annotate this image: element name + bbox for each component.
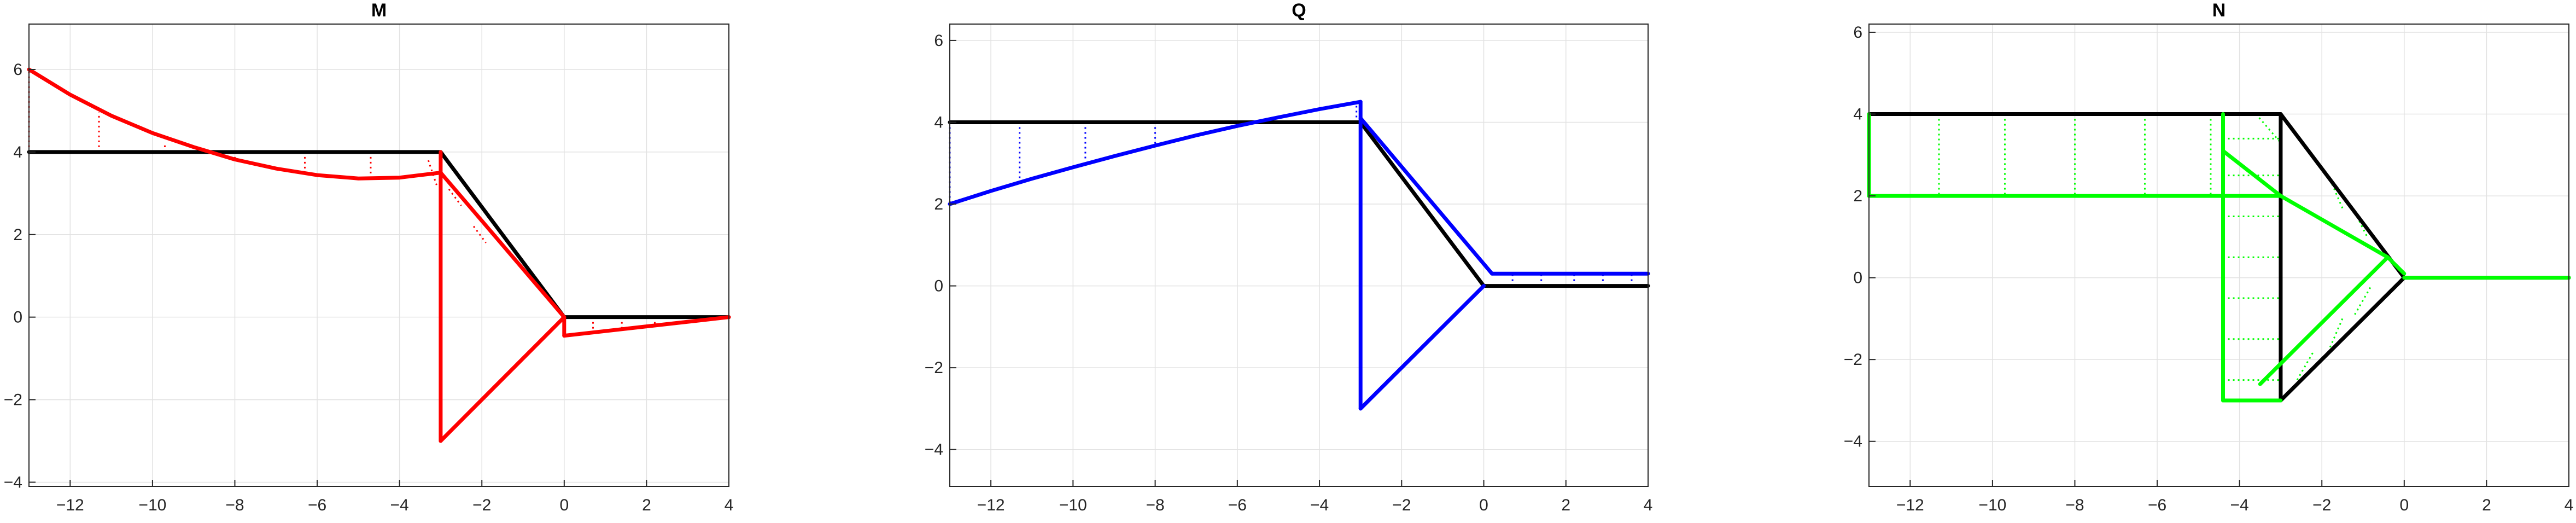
n-x-tick-label-3: −6 — [2148, 496, 2166, 514]
n-diagram-line-4 — [2221, 149, 2283, 198]
q-x-tick-label-7: 2 — [1561, 496, 1570, 514]
n-axes-box — [1868, 24, 2569, 487]
q-chart-title: Q — [1292, 0, 1306, 21]
q-y-tick-label-5: 6 — [934, 32, 943, 50]
m-y-tick-label-3: 2 — [13, 226, 22, 244]
n-chart-title: N — [2212, 0, 2226, 21]
q-x-tick-label-2: −8 — [1146, 496, 1164, 514]
m-x-tick-label-2: −8 — [225, 496, 244, 514]
chart-q: −12 −10 −8 −6 −4 −2 0 2 4 −4 −2 0 2 4 6 Q — [925, 0, 1653, 514]
n-x-tick-label-4: −4 — [2230, 496, 2249, 514]
q-diagram-line-5 — [1358, 284, 1486, 411]
q-x-tick-label-0: −12 — [977, 496, 1005, 514]
n-x-tick-label-1: −10 — [1978, 496, 2006, 514]
n-structure-member-1 — [2279, 112, 2406, 280]
n-x-tick-label-6: 0 — [2399, 496, 2409, 514]
n-y-tick-label-3: 2 — [1853, 187, 1862, 205]
q-y-tick-label-4: 4 — [934, 113, 943, 131]
q-x-tick-label-6: 0 — [1479, 496, 1488, 514]
m-y-tick-label-0: −4 — [4, 473, 22, 491]
q-y-tick-label-3: 2 — [934, 195, 943, 213]
n-hatch-line-12 — [2255, 113, 2282, 143]
n-y-tick-label-4: 4 — [1853, 106, 1862, 124]
m-y-tick-label-1: −2 — [4, 391, 22, 409]
n-hatch-line-16 — [2296, 351, 2315, 381]
m-x-tick-label-4: −4 — [390, 496, 409, 514]
q-diagram-line-2 — [1358, 116, 1494, 276]
q-x-tick-label-8: 4 — [1644, 496, 1653, 514]
q-y-tick-label-0: −4 — [925, 441, 943, 459]
n-diagram-line-7 — [2386, 255, 2406, 276]
n-x-tick-label-7: 2 — [2482, 496, 2491, 514]
m-x-tick-label-0: −12 — [56, 496, 84, 514]
q-x-tick-label-3: −6 — [1228, 496, 1247, 514]
m-axes-box — [28, 24, 729, 487]
q-diagram-line-0 — [948, 100, 1363, 206]
q-x-tick-label-1: −10 — [1059, 496, 1087, 514]
n-structure-member-4 — [2279, 276, 2406, 403]
m-diagram-line-4 — [562, 315, 731, 338]
q-axes-box — [949, 24, 1649, 487]
m-y-tick-label-2: 0 — [13, 309, 22, 327]
n-x-tick-label-0: −12 — [1896, 496, 1924, 514]
n-hatch-line-17 — [2329, 318, 2344, 348]
m-diagram-line-3 — [439, 315, 566, 443]
chart-m: −12 −10 −8 −6 −4 −2 0 2 4 −4 −2 0 2 4 6 M — [4, 0, 734, 514]
m-structure-member-1 — [439, 150, 566, 319]
m-x-tick-label-6: 0 — [559, 496, 569, 514]
n-y-tick-label-2: 0 — [1853, 269, 1862, 287]
m-diagram-line-1 — [439, 171, 566, 319]
m-x-tick-label-1: −10 — [138, 496, 166, 514]
q-x-tick-label-4: −4 — [1310, 496, 1329, 514]
m-chart-title: M — [371, 0, 387, 21]
q-y-tick-label-1: −2 — [925, 359, 943, 377]
n-hatch-line-18 — [2354, 285, 2372, 315]
n-x-tick-label-5: −2 — [2312, 496, 2331, 514]
m-y-tick-label-5: 6 — [13, 61, 22, 79]
m-diagram-line-0 — [27, 67, 443, 181]
n-y-tick-label-0: −4 — [1844, 433, 1862, 451]
m-y-tick-label-4: 4 — [13, 143, 22, 161]
n-y-tick-label-5: 6 — [1853, 24, 1862, 42]
n-diagram-line-5 — [2279, 194, 2390, 259]
m-hatch-line-7 — [448, 188, 462, 206]
m-x-tick-label-8: 4 — [725, 496, 734, 514]
n-x-tick-label-8: 4 — [2565, 496, 2574, 514]
m-x-tick-label-3: −6 — [308, 496, 326, 514]
m-x-tick-label-5: −2 — [472, 496, 491, 514]
n-diagram-line-6 — [2258, 255, 2390, 386]
chart-n: −12 −10 −8 −6 −4 −2 0 2 4 −4 −2 0 2 4 6 N — [1844, 0, 2574, 514]
m-hatch-line-8 — [472, 225, 487, 243]
q-x-tick-label-5: −2 — [1392, 496, 1411, 514]
q-y-tick-label-2: 0 — [934, 277, 943, 295]
q-structure-member-1 — [1358, 120, 1486, 288]
n-y-tick-label-1: −2 — [1844, 351, 1862, 369]
m-x-tick-label-7: 2 — [642, 496, 651, 514]
n-x-tick-label-2: −8 — [2065, 496, 2084, 514]
